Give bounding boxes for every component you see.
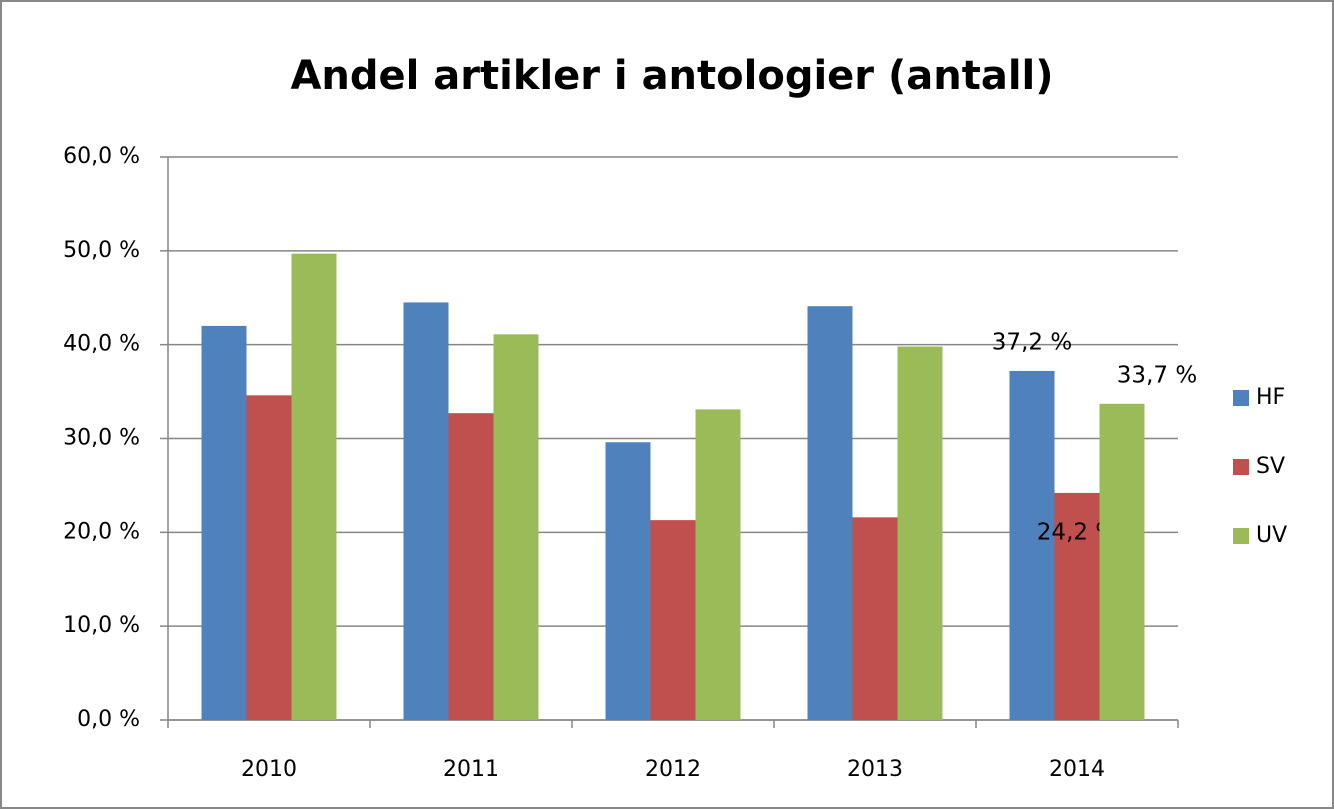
bar: [897, 346, 943, 720]
x-tick-label: 2011: [443, 757, 499, 782]
bar: [291, 253, 337, 721]
bar: [448, 413, 494, 720]
x-tick-label: 2013: [847, 757, 903, 782]
y-tick-label: 0,0 %: [77, 707, 140, 732]
bar: [1054, 492, 1100, 720]
x-tick-label: 2010: [241, 757, 297, 782]
y-tick-label: 20,0 %: [63, 519, 140, 544]
y-tick-label: 10,0 %: [63, 613, 140, 638]
bar: [852, 517, 898, 720]
y-tick-label: 50,0 %: [63, 238, 140, 263]
data-label: 37,2 %: [992, 329, 1072, 355]
legend-label: UV: [1256, 523, 1287, 548]
bar: [1099, 403, 1145, 720]
y-tick-label: 60,0 %: [63, 144, 140, 169]
chart-title: Andel artikler i antologier (antall): [290, 53, 1053, 99]
bar: [695, 409, 741, 720]
legend-swatch: [1233, 390, 1249, 406]
bar: [1009, 370, 1055, 720]
y-tick-label: 30,0 %: [63, 426, 140, 451]
data-label: 33,7 %: [1117, 362, 1197, 388]
bar: [807, 306, 853, 720]
bar: [493, 334, 539, 720]
bar: [605, 442, 651, 720]
legend-label: SV: [1256, 454, 1285, 479]
bar: [403, 302, 449, 720]
legend-swatch: [1233, 459, 1249, 475]
legend-swatch: [1233, 528, 1249, 544]
bar: [650, 520, 696, 720]
bar: [246, 395, 292, 720]
x-tick-label: 2014: [1049, 757, 1105, 782]
bar: [201, 325, 247, 720]
y-tick-label: 40,0 %: [63, 332, 140, 357]
x-tick-label: 2012: [645, 757, 701, 782]
legend-label: HF: [1256, 385, 1285, 410]
